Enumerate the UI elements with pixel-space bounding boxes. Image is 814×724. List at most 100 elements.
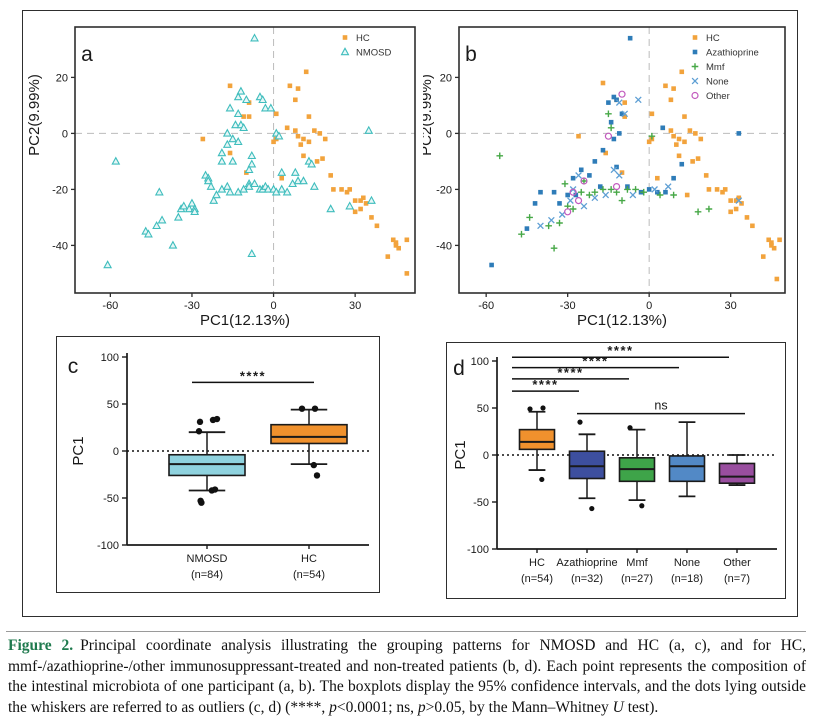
svg-text:a: a (81, 43, 93, 66)
svg-text:NMOSD: NMOSD (187, 553, 228, 565)
svg-text:(n=54): (n=54) (293, 569, 325, 581)
svg-text:PC1: PC1 (452, 440, 469, 469)
svg-text:PC2(9.99%): PC2(9.99%) (26, 74, 43, 156)
svg-text:****: **** (582, 354, 608, 369)
svg-text:100: 100 (471, 356, 489, 368)
svg-text:Azathioprine: Azathioprine (706, 48, 759, 59)
svg-text:-40: -40 (436, 240, 452, 252)
svg-text:Azathioprine: Azathioprine (556, 557, 617, 569)
svg-text:Other: Other (706, 91, 730, 102)
caption-text-4: test). (623, 698, 659, 716)
svg-text:-50: -50 (473, 497, 489, 509)
svg-text:d: d (453, 357, 465, 380)
panel-c-frame: 100 50 0 -50 -100 PC1 NMOSD (n=84) HC (n=54) **** c (56, 336, 380, 593)
svg-text:****: **** (532, 377, 558, 392)
svg-text:None: None (674, 557, 700, 569)
panel-b-legend: HC Azathioprine Mmf None Other (691, 33, 759, 102)
svg-text:-100: -100 (467, 544, 489, 556)
panel-a-series-hc (200, 69, 410, 276)
svg-text:-60: -60 (102, 300, 118, 312)
svg-text:****: **** (607, 343, 633, 358)
svg-text:****: **** (557, 365, 583, 380)
svg-text:0: 0 (62, 128, 68, 140)
svg-text:0: 0 (113, 446, 119, 458)
svg-text:20: 20 (56, 72, 68, 84)
panel-d-axes: 100 50 0 -50 -100 PC1 (452, 356, 777, 556)
svg-text:-20: -20 (436, 184, 452, 196)
svg-text:(n=18): (n=18) (671, 573, 703, 585)
panel-b-series-none (537, 96, 743, 230)
svg-text:PC1(12.13%): PC1(12.13%) (200, 312, 290, 329)
panel-a-legend: HC NMOSD (340, 33, 392, 59)
svg-text:ns: ns (654, 399, 667, 413)
svg-text:PC2(9.99%): PC2(9.99%) (423, 74, 435, 156)
svg-text:Mmf: Mmf (626, 557, 648, 569)
svg-text:30: 30 (725, 300, 737, 312)
svg-text:-100: -100 (97, 540, 119, 552)
figure-panel-container: -60 -30 0 30 20 0 -20 -40 PC1(12.13%) PC2(9.99%) a… (22, 10, 798, 617)
panel-c-box-nmosd: NMOSD (n=84) (168, 415, 246, 581)
panel-b-series-azathioprine (489, 35, 742, 268)
caption-italic-u: U (612, 698, 624, 716)
svg-text:-30: -30 (560, 300, 576, 312)
svg-text:Mmf: Mmf (706, 62, 725, 73)
panel-c-significance-bars: **** (192, 368, 314, 383)
caption-text-1: Principal coordinate analysis illustrati… (8, 637, 806, 716)
svg-text:20: 20 (440, 72, 452, 84)
panel-b-series-other (564, 90, 626, 216)
panel-d-box-other: Other (n=7) (718, 454, 756, 585)
svg-text:NMOSD: NMOSD (356, 48, 392, 59)
svg-text:HC: HC (529, 557, 545, 569)
svg-text:0: 0 (646, 300, 652, 312)
svg-text:-50: -50 (103, 493, 119, 505)
svg-text:-20: -20 (52, 184, 68, 196)
svg-text:(n=27): (n=27) (621, 573, 653, 585)
caption-text-2: <0.0001; ns, (336, 698, 418, 716)
svg-text:(n=7): (n=7) (724, 573, 750, 585)
svg-text:****: **** (240, 368, 266, 383)
svg-text:None: None (706, 77, 729, 88)
svg-text:HC: HC (706, 33, 720, 44)
svg-text:HC: HC (301, 553, 317, 565)
panel-c-axes: 100 50 0 -50 -100 PC1 (70, 352, 369, 552)
panel-a-series-nmosd (103, 33, 376, 269)
panel-b-reference-lines (459, 27, 785, 293)
panel-a-scatter-plot: -60 -30 0 30 20 0 -20 -40 PC1(12.13%) PC2(9.99%) a… (26, 26, 416, 329)
panel-a-reference-lines (75, 27, 415, 293)
svg-text:c: c (68, 355, 79, 378)
panel-c-box-hc: HC (n=54) (270, 405, 348, 581)
panel-d-boxplot: 100 50 0 -50 -100 PC1 HC (n=54)Azathioprine (n=3… (452, 343, 777, 585)
panel-d-box-hc: HC (n=54) (518, 405, 556, 585)
svg-text:-30: -30 (184, 300, 200, 312)
svg-text:-60: -60 (478, 300, 494, 312)
panel-b-axes: -60 -30 0 30 20 0 -20 -40 PC1(12.13%) PC2(9.99%) (423, 72, 737, 329)
svg-text:Other: Other (723, 557, 751, 569)
svg-text:0: 0 (270, 300, 276, 312)
figure-caption-label: Figure 2. (8, 637, 74, 654)
caption-italic-p2: p (417, 698, 426, 716)
panel-a-axes: -60 -30 0 30 20 0 -20 -40 PC1(12.13%) PC2(9.99%) (26, 72, 361, 329)
panel-b-series-hc (576, 69, 782, 282)
caption-text-3: >0.05, by the Mann–Whitney (425, 698, 613, 716)
svg-text:(n=84): (n=84) (191, 569, 223, 581)
svg-text:(n=54): (n=54) (521, 573, 553, 585)
svg-text:30: 30 (349, 300, 361, 312)
panel-d-box-mmf: Mmf (n=27) (618, 425, 656, 585)
svg-text:50: 50 (107, 399, 119, 411)
panel-d-box-azathioprine: Azathioprine (n=32) (556, 419, 618, 585)
svg-text:50: 50 (477, 403, 489, 415)
svg-text:-40: -40 (52, 240, 68, 252)
svg-text:0: 0 (446, 128, 452, 140)
panel-c-boxplot: 100 50 0 -50 -100 PC1 NMOSD (n=84) HC (n=54) **** c (68, 352, 369, 581)
svg-text:0: 0 (483, 450, 489, 462)
svg-text:PC1: PC1 (70, 436, 87, 465)
caption-italic-p1: p (329, 698, 337, 716)
svg-text:HC: HC (356, 33, 370, 44)
caption-divider (6, 631, 806, 632)
svg-text:100: 100 (101, 352, 119, 364)
panel-b-scatter-plot: -60 -30 0 30 20 0 -20 -40 PC1(12.13%) PC2(9.99%) b… (423, 26, 786, 329)
svg-text:b: b (465, 43, 477, 66)
panel-d-significance-bars: ****************ns (512, 343, 745, 415)
svg-text:(n=32): (n=32) (571, 573, 603, 585)
